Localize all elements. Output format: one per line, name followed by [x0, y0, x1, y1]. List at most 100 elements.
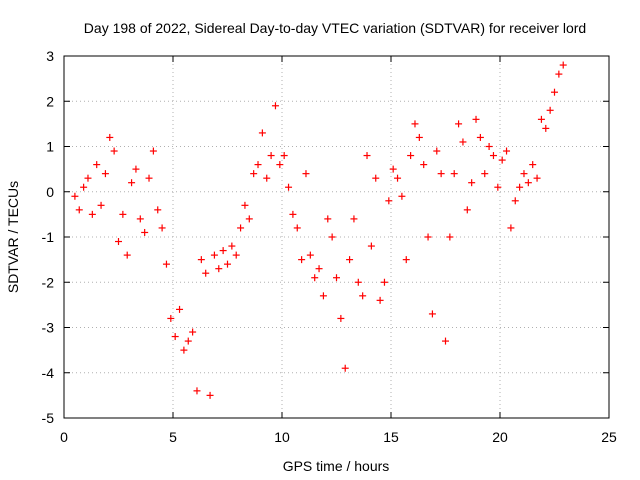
data-point [97, 201, 105, 209]
data-point [71, 192, 79, 200]
data-point [176, 305, 184, 313]
data-point [489, 152, 497, 160]
data-point [472, 115, 480, 123]
data-point [446, 233, 454, 241]
data-point [115, 238, 122, 246]
data-point [141, 228, 149, 236]
data-point [267, 152, 275, 160]
y-tick-label: -5 [42, 410, 55, 426]
data-point [346, 256, 354, 264]
data-point [80, 183, 88, 191]
data-point [411, 120, 419, 128]
data-point [306, 251, 314, 259]
data-point [337, 314, 345, 322]
x-axis-label: GPS time / hours [283, 458, 390, 474]
y-tick-label: 1 [46, 139, 54, 155]
data-point [280, 152, 288, 160]
data-point [328, 233, 336, 241]
x-tick-label: 5 [169, 429, 177, 445]
data-point [372, 174, 380, 182]
y-tick-label: -2 [42, 274, 55, 290]
data-point [367, 242, 375, 250]
grid [63, 55, 610, 419]
data-point [132, 165, 140, 173]
data-point [285, 183, 293, 191]
data-point [237, 224, 245, 232]
data-point [350, 215, 358, 223]
data-point [193, 387, 201, 395]
data-point [219, 247, 227, 255]
data-point [498, 156, 506, 164]
data-point [289, 210, 297, 218]
x-tick-label: 20 [492, 429, 508, 445]
data-point [302, 170, 310, 178]
y-tick-label: -1 [42, 229, 55, 245]
data-point [503, 147, 511, 155]
data-point [380, 278, 388, 286]
data-point [433, 147, 441, 155]
data-point [171, 333, 179, 341]
data-point [167, 314, 175, 322]
data-point [546, 106, 554, 114]
data-point [101, 170, 109, 178]
data-point [459, 138, 467, 146]
chart-title: Day 198 of 2022, Sidereal Day-to-day VTE… [84, 20, 586, 36]
data-point [232, 251, 240, 259]
data-point [428, 310, 436, 318]
x-tick-label: 15 [383, 429, 399, 445]
data-point [507, 224, 515, 232]
data-point [197, 256, 205, 264]
data-point [354, 278, 362, 286]
data-point [494, 183, 502, 191]
data-point [524, 179, 532, 187]
data-point [202, 269, 210, 277]
data-point [529, 161, 537, 169]
data-point [398, 192, 406, 200]
data-point [559, 61, 567, 69]
data-point [394, 174, 402, 182]
data-point [516, 183, 524, 191]
data-point [162, 260, 170, 268]
y-axis-label: SDTVAR / TECUs [5, 181, 21, 293]
data-point [311, 274, 319, 282]
data-point [341, 364, 349, 372]
data-point [254, 161, 262, 169]
y-tick-label: 2 [46, 93, 54, 109]
data-point [88, 210, 96, 218]
data-point [271, 102, 279, 110]
y-tick-label: 0 [46, 184, 54, 200]
data-point [376, 296, 384, 304]
y-tick-label: -4 [42, 365, 55, 381]
data-point [293, 224, 301, 232]
data-point [224, 260, 231, 268]
data-point [75, 206, 83, 214]
data-point [258, 129, 266, 137]
data-point [511, 197, 519, 205]
data-points [71, 61, 567, 399]
data-point [455, 120, 463, 128]
data-point [228, 242, 236, 250]
data-point [415, 133, 423, 141]
data-point [389, 165, 397, 173]
x-tick-label: 25 [601, 429, 617, 445]
data-point [158, 224, 166, 232]
data-point [189, 328, 197, 336]
data-point [463, 206, 471, 214]
data-point [215, 265, 223, 273]
data-point [276, 161, 284, 169]
data-point [485, 143, 493, 150]
data-point [437, 170, 445, 178]
data-point [442, 337, 449, 345]
data-point [245, 215, 253, 223]
x-tick-label: 10 [274, 429, 290, 445]
data-point [520, 170, 528, 178]
data-point [128, 179, 136, 187]
data-point [402, 256, 410, 264]
data-point [385, 197, 393, 205]
data-point [263, 174, 271, 182]
data-point [481, 170, 489, 178]
data-point [407, 152, 415, 160]
data-point [84, 174, 92, 182]
data-point [420, 161, 428, 169]
